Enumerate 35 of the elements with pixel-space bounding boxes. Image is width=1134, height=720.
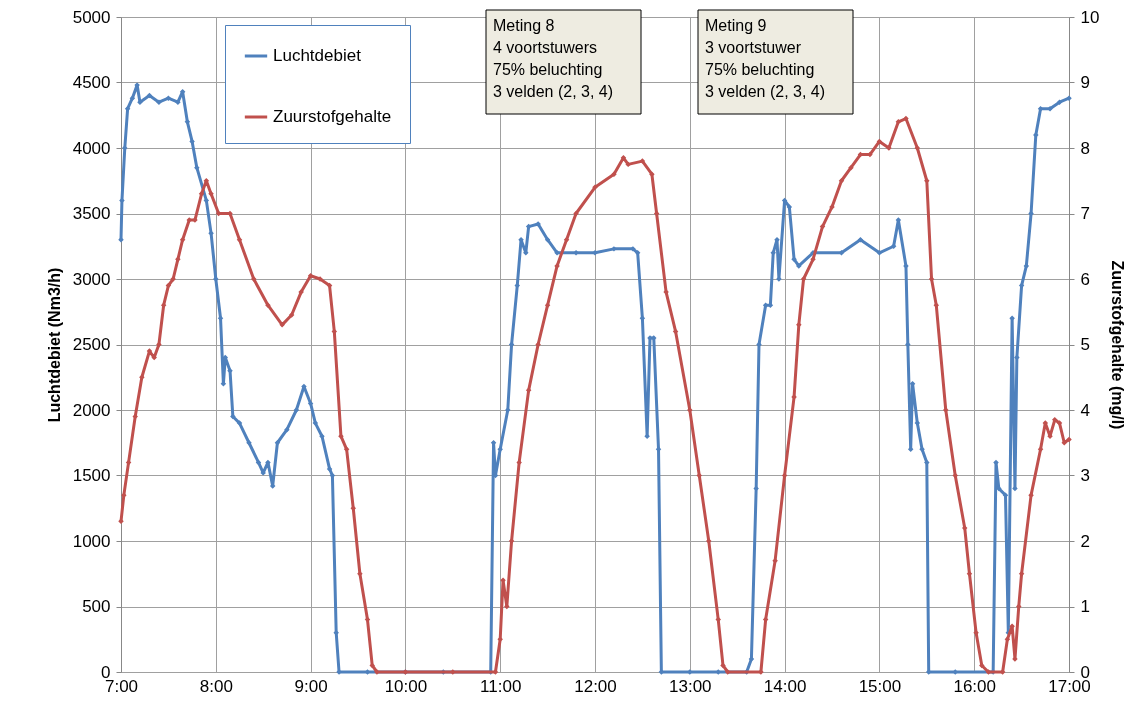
- y2-tick-label: 9: [1080, 73, 1090, 92]
- y-tick-label: 500: [82, 597, 111, 616]
- y-axis-title: Luchtdebiet (Nm3/h): [45, 267, 63, 423]
- legend-label: Zuurstofgehalte: [273, 107, 392, 126]
- y-tick-label: 4000: [72, 138, 111, 158]
- x-tick-label: 16:00: [953, 676, 996, 696]
- x-tick-label: 15:00: [858, 676, 902, 696]
- x-tick-label: 10:00: [384, 676, 428, 696]
- y2-tick-label: 2: [1080, 531, 1090, 551]
- y-tick-label: 5000: [72, 7, 111, 27]
- y2-tick-label: 10: [1080, 7, 1100, 27]
- y2-tick-label: 8: [1080, 138, 1090, 158]
- y-tick-label: 1000: [72, 531, 111, 551]
- y-tick-label: 4500: [72, 73, 111, 92]
- y2-axis-title: Zuurstofgehalte (mg/l): [1109, 260, 1127, 430]
- y2-tick-label: 3: [1080, 466, 1090, 485]
- x-tick-label: 13:00: [669, 676, 712, 696]
- y-tick-label: 3000: [72, 269, 111, 289]
- y-tick-label: 1500: [72, 466, 111, 485]
- y2-tick-label: 1: [1080, 597, 1090, 616]
- y-tick-label: 2500: [72, 335, 111, 354]
- x-tick-label: 12:00: [574, 676, 617, 696]
- x-tick-label: 8:00: [199, 676, 233, 696]
- x-tick-label: 9:00: [294, 676, 328, 696]
- y2-tick-label: 6: [1080, 269, 1090, 289]
- y2-tick-label: 5: [1080, 335, 1090, 354]
- annotation: Meting 8 4 voortstuwers 75% beluchting 3 velden (2, 3, 4): [493, 17, 614, 100]
- y-tick-label: 3500: [72, 204, 111, 223]
- y2-tick-label: 7: [1080, 204, 1090, 223]
- legend-label: Luchtdebiet: [273, 46, 362, 65]
- x-tick-label: 14:00: [763, 676, 807, 696]
- y-tick-label: 2000: [72, 400, 111, 420]
- x-tick-label: 11:00: [480, 676, 522, 696]
- annotation: Meting 9 3 voortstuwer 75% beluchting 3 velden (2, 3, 4): [705, 17, 826, 100]
- y2-tick-label: 4: [1080, 400, 1090, 420]
